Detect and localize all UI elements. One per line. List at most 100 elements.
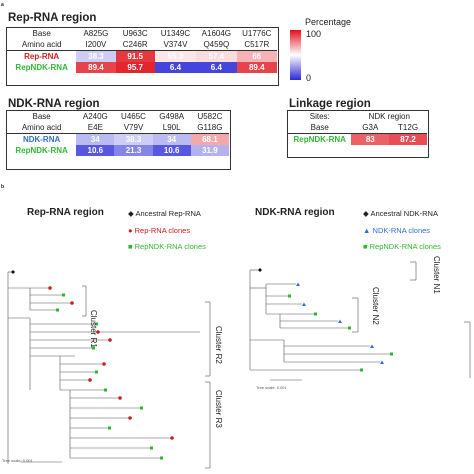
- ndk-clone-marker: [296, 282, 300, 286]
- ndk-region-table: Base A240G U465C G498A U582C Amino acid …: [7, 111, 229, 156]
- table-cell: G118G: [197, 123, 223, 132]
- rep-clone-marker: [70, 301, 74, 305]
- table-cell: E4E: [87, 123, 103, 132]
- percentage-legend-title: Percentage: [305, 17, 352, 27]
- rep-cluster-r1: Cluster R1: [89, 310, 98, 348]
- row-label-repndk-rna: RepNDK-RNA: [15, 146, 68, 155]
- table-cell: V374V: [163, 40, 188, 49]
- ancestral-node-icon: [11, 270, 15, 274]
- heat-cell: 38.3: [114, 133, 153, 145]
- table-row: NDK-RNA 34 38.3 34 68.1: [7, 133, 229, 145]
- heat-cell: 57.4: [196, 50, 237, 62]
- table-cell: U963C: [122, 29, 148, 38]
- rep-clone-marker: [170, 436, 174, 440]
- heat-cell: 66: [236, 50, 277, 62]
- ndk-clone-marker: [338, 319, 342, 323]
- legend-label: Ancestral Rep-RNA: [135, 209, 201, 218]
- table-row: Amino acid E4E V79V L90L G118G: [7, 122, 229, 134]
- table-row: Base A825G U963C U1349C A1604G U1776C: [7, 28, 277, 39]
- rep-tree-legend-rep-clones: ● Rep-RNA clones: [128, 226, 190, 235]
- linkage-region-title: Linkage region: [289, 98, 371, 110]
- repndk-clone-marker: [140, 406, 143, 410]
- percentage-colorbar: [290, 30, 301, 80]
- table-row: RepNDK-RNA 83 87.2: [288, 133, 427, 145]
- rep-region-title: Rep-RNA region: [8, 12, 97, 24]
- ndk-clone-marker: [370, 344, 374, 348]
- rep-clone-marker: [108, 338, 112, 342]
- table-row: RepNDK-RNA 89.4 95.7 6.4 6.4 89.4: [7, 62, 277, 73]
- table-cell: I200V: [85, 40, 107, 49]
- ndk-tree-title: NDK-RNA region: [255, 207, 335, 218]
- heat-cell: 31.9: [190, 145, 229, 156]
- repndk-clone-marker: [150, 446, 153, 450]
- ndk-region-label: NDK region: [368, 112, 410, 121]
- heat-cell: 89.4: [76, 62, 116, 73]
- heat-cell: 6.4: [154, 62, 197, 73]
- row-label-rep-rna: Rep-RNA: [24, 52, 60, 61]
- repndk-clone-marker: [62, 293, 65, 297]
- heat-cell: 38.3: [76, 50, 116, 62]
- heat-cell: 6.4: [196, 62, 237, 73]
- heat-cell: 95.7: [115, 62, 155, 73]
- repndk-clone-marker: [95, 370, 98, 374]
- percentage-max-label: 100: [306, 29, 322, 39]
- legend-label: RepNDK-RNA clones: [134, 242, 206, 251]
- table-cell: A240G: [82, 112, 108, 121]
- rep-tree: [7, 270, 211, 469]
- heat-cell: 10.6: [76, 145, 115, 156]
- table-row: Rep-RNA 38.3 91.5 55.3 57.4 66: [7, 50, 277, 62]
- table-cell: A1604G: [201, 29, 232, 38]
- heat-cell: 34: [76, 133, 115, 145]
- heat-cell: 68.1: [190, 133, 229, 145]
- blue-triangle-icon: ▲: [363, 226, 371, 235]
- legend-label: Rep-RNA clones: [134, 226, 191, 235]
- repndk-clone-marker: [360, 368, 363, 372]
- table-cell: T12G: [398, 123, 419, 132]
- black-diamond-icon: ◆: [363, 209, 369, 218]
- table-row: Amino acid I200V C246R V374V Q459Q C517R: [7, 39, 277, 51]
- heat-cell: 10.6: [152, 145, 191, 156]
- table-cell: G3A: [362, 123, 379, 132]
- ndk-region-table-frame: [6, 110, 231, 170]
- ndk-region-title: NDK-RNA region: [8, 98, 100, 110]
- rep-clone-marker: [102, 362, 106, 366]
- heat-cell: 21.3: [114, 145, 153, 156]
- legend-label: Ancestral NDK-RNA: [370, 209, 438, 218]
- table-cell: U465C: [121, 112, 146, 121]
- red-circle-icon: ●: [128, 226, 133, 235]
- rep-tree-legend-ancestral: ◆ Ancestral Rep-RNA: [128, 209, 201, 218]
- heat-cell: 34: [152, 133, 191, 145]
- repndk-clone-marker: [390, 352, 393, 356]
- ancestral-node-icon: [258, 268, 262, 272]
- heat-cell: 89.4: [236, 62, 277, 73]
- repndk-clone-marker: [160, 456, 163, 460]
- row-label-amino-acid: Amino acid: [21, 123, 62, 132]
- rep-tree-scale: Tree scale: 0.001: [2, 458, 33, 463]
- ndk-tree-legend-ndk-clones: ▲ NDK-RNA clones: [363, 226, 430, 235]
- row-label-repndk-rna: RepNDK-RNA: [15, 63, 68, 72]
- green-square-icon: ■: [128, 242, 133, 251]
- repndk-clone-marker: [92, 346, 95, 350]
- ndk-clone-marker: [380, 360, 384, 364]
- legend-label: NDK-RNA clones: [372, 226, 431, 235]
- ndk-tree-legend-repndk-clones: ■ RepNDK-RNA clones: [363, 242, 441, 251]
- ndk-cluster-n1: Cluster N1: [432, 256, 441, 294]
- repndk-clone-marker: [56, 308, 59, 312]
- repndk-clone-marker: [104, 388, 107, 392]
- rep-clone-marker: [48, 286, 52, 290]
- rep-clone-marker: [128, 416, 132, 420]
- heat-cell: 91.5: [115, 50, 155, 62]
- repndk-clone-marker: [348, 326, 351, 330]
- table-cell: C246R: [122, 40, 148, 49]
- rep-cluster-r2: Cluster R2: [214, 326, 223, 364]
- rep-clone-marker: [88, 378, 92, 382]
- legend-label: RepNDK-RNA clones: [369, 242, 441, 251]
- rep-cluster-r3: Cluster R3: [214, 390, 223, 428]
- repndk-clone-marker: [314, 312, 317, 316]
- rep-tree-legend-repndk-clones: ■ RepNDK-RNA clones: [128, 242, 206, 251]
- table-cell: Q459Q: [203, 40, 230, 49]
- rep-clone-marker: [96, 330, 100, 334]
- row-label-repndk-rna: RepNDK-RNA: [293, 135, 346, 144]
- percentage-min-label: 0: [306, 73, 312, 83]
- heat-cell: 55.3: [154, 50, 197, 62]
